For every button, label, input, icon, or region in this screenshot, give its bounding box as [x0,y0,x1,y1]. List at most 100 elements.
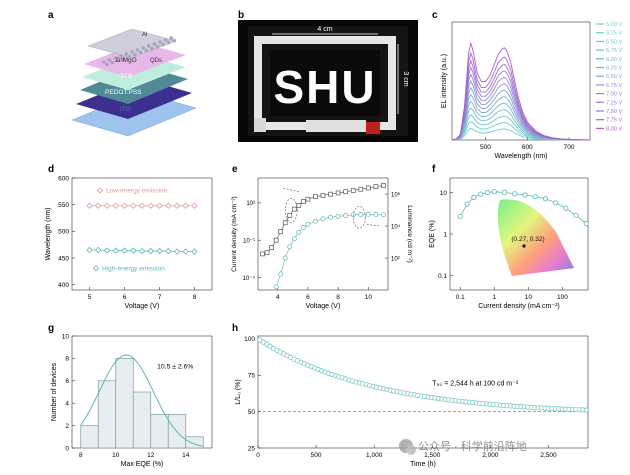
wechat-icon-bubble [406,445,416,455]
gaussian-fit [80,354,204,447]
data-point [312,218,318,224]
data-point [138,202,146,209]
panel-h-lifetime: 0 500 1,000 1,500 2,000 2,500 25 50 75 100 Time (h… [235,335,589,468]
qd-dot [155,44,160,49]
data-point [103,247,111,254]
y-tick-label: 75 [248,373,256,380]
data-point [583,221,589,227]
histogram-bar [97,380,117,449]
y-tick-label: 2 [65,423,69,430]
legend-label: 5.50 V [606,39,622,45]
qd-dot [107,58,112,62]
data-point [165,202,172,209]
y-tick-label: 550 [58,202,69,209]
qd-dot [116,58,120,63]
data-point [478,191,484,197]
qd-dot [166,40,171,45]
plot-frame [71,177,213,291]
data-point [501,189,508,196]
data-point [296,229,302,235]
qd-dot [122,56,126,61]
y-axis-label: Number of devices [51,362,58,421]
data-point [471,194,477,201]
y2-tick-label: 10⁶ [391,191,401,198]
data-point [457,213,463,220]
x-tick-label: 7 [158,294,162,301]
qd-dot [150,46,154,51]
data-point [86,202,93,209]
data-point [373,184,379,190]
data-point [305,196,311,202]
legend-label: High-energy emission [102,266,165,273]
data-point [300,199,306,204]
data-point [95,246,102,254]
legend-label: 7.25 V [606,100,622,106]
qd-dot [130,50,134,54]
data-point [130,247,137,254]
data-point [264,250,270,256]
plot-frame [257,335,589,449]
y2-tick-label: 10² [391,256,400,262]
legend-label: 7.50 V [606,109,622,115]
plot-frame [257,177,389,291]
data-point [522,192,528,198]
data-point [328,191,333,197]
data-point [287,244,293,250]
data-point [358,212,364,217]
qd-dot [133,52,137,57]
x-tick-label: 8 [336,294,340,301]
y-tick-label: 4 [65,401,69,408]
panel-f-eqe: 0.1 1 10 100 0.1 1 10 Current density (mA cm⁻²)… [429,177,589,310]
legend-marker [96,187,104,194]
spectrum-line [451,41,591,141]
y-tick-label: 100 [244,336,255,343]
watermark: 公众号 · 科学前沿阵地 [399,439,527,455]
shu-logo-text: SHU [273,61,376,113]
x-tick-label: 1,000 [366,452,383,459]
x-axis-label: Max EQE (%) [121,461,164,468]
panel-letter-a: a [48,10,54,21]
x-tick-label: 8 [79,452,83,459]
qd-dot [163,38,168,42]
qd-dot [169,36,173,40]
x-tick-label: 6 [123,294,127,301]
data-point [269,245,274,251]
data-point [381,183,386,188]
histogram-bar [80,425,99,449]
qd-dot [135,48,140,52]
qd-dot [147,44,151,48]
guide-ellipse-right [352,205,366,229]
y-tick-label: 10⁻⁴ [243,275,256,282]
data-point [381,212,386,218]
y-tick-label: 10⁻¹ [243,239,255,245]
watermark-text: 公众号 · 科学前沿阵地 [418,439,527,453]
x-tick-label: 4 [276,294,280,301]
layer-al [87,28,177,59]
x-tick-label: 1 [492,294,496,301]
y-axis-label: Wavelength (nm) [45,207,52,260]
quantum-dots [102,36,176,67]
x-tick-label: 8 [193,294,197,301]
device-contact-white [254,118,266,132]
legend-label: 5.75 V [606,48,622,54]
data-point [583,407,589,413]
panel-letter-f: f [432,164,436,175]
data-point [320,193,326,198]
qd-dot [141,46,145,50]
x-axis-label: Wavelength (nm) [494,153,547,160]
data-point [287,212,293,218]
data-point [138,247,146,255]
qd-dot [102,60,106,64]
data-point [512,191,518,197]
data-point [464,201,470,207]
y-tick-label: 500 [58,229,69,236]
x-tick-label: 10 [365,294,373,301]
panel-a-device-stack: Al ZnMgO QDs TFB PEDOT:PSS ITO [71,28,197,137]
qd-dot [152,42,157,46]
panel-c-el-spectra: 500 600 700 Wavelength (nm) EL intensity (a.… [441,21,622,160]
x-tick-label: 5 [88,294,92,301]
data-point [273,237,279,243]
qd-dot [119,54,123,58]
data-point [491,189,497,195]
